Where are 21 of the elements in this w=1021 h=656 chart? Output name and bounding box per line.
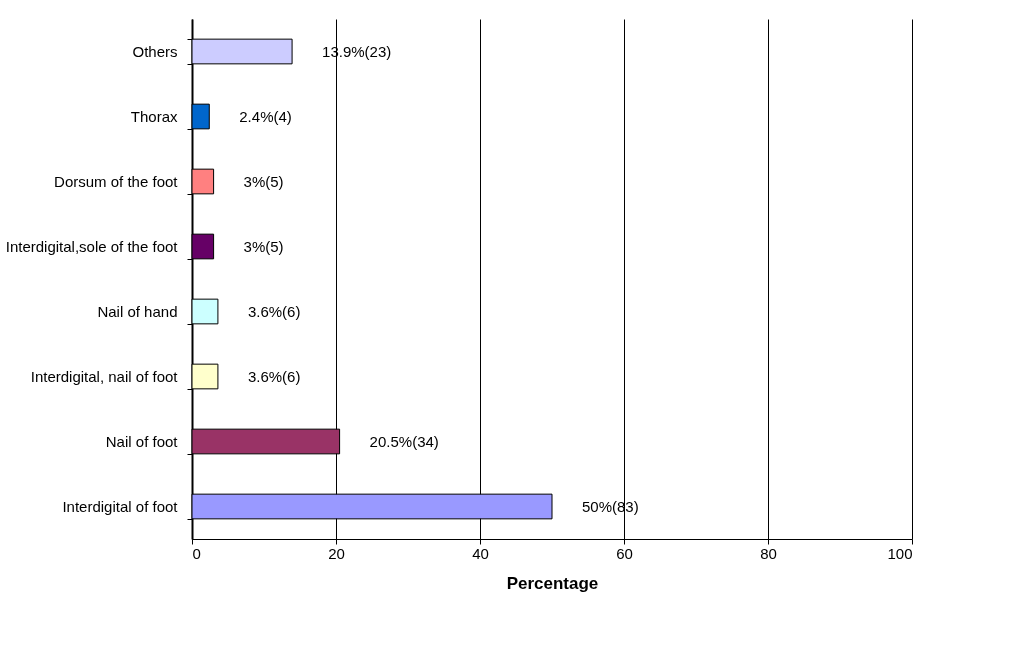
data-label: 3.6%(6) [247,302,301,320]
y-tick-label: Thorax [130,108,178,125]
y-tick-label: Nail of foot [105,433,179,450]
data-label: 2.4%(4) [239,107,292,125]
x-tick-label: 40 [472,544,489,562]
y-tick-label: Others [132,43,178,60]
data-label: 3%(5) [243,237,284,255]
x-axis-title: Percentage [506,573,599,593]
x-tick-label: 20 [328,544,345,562]
y-tick-label: Interdigital, nail of foot [30,368,179,385]
y-tick-label: Dorsum of the foot [54,173,179,190]
y-tick-label: Interdigital,sole of the foot [5,238,179,255]
data-label: 3%(5) [243,172,284,190]
x-tick-label: 80 [760,544,777,562]
y-tick-label: Nail of hand [97,303,178,320]
y-tick-label: Interdigital of foot [62,498,179,515]
x-tick-label: 0 [192,544,201,562]
x-tick-label: 60 [616,544,633,562]
data-label: 20.5%(34) [369,432,439,450]
x-tick-label: 100 [887,544,913,562]
data-label: 3.6%(6) [247,367,301,385]
